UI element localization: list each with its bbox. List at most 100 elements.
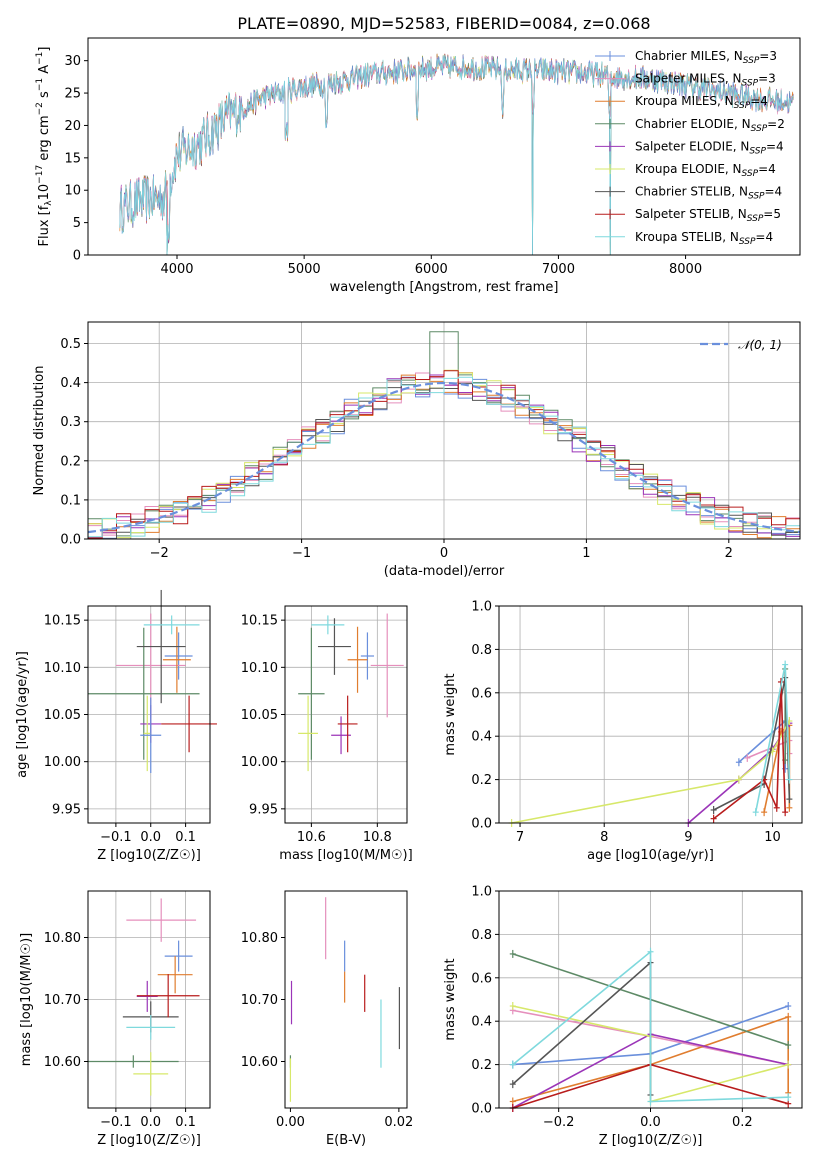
mass-vs-ebv-panel: 0.00 0.02 10.60 10.70 10.80 E(B-V) [241, 890, 413, 1148]
y-tick-label: 9.95 [249, 802, 278, 817]
y-tick-label: 0.0 [471, 1102, 492, 1117]
spectrum-line [119, 55, 794, 256]
weight-series-line [512, 1015, 789, 1103]
y-axis-label: mass weight [443, 673, 458, 755]
y-tick-label: 10.10 [241, 661, 278, 676]
y-tick-label: 0.6 [471, 686, 492, 701]
x-tick-label: 0.1 [175, 1115, 196, 1130]
x-tick-label: 9 [684, 830, 692, 845]
weight-series-line [713, 681, 786, 820]
axes-frame [87, 890, 211, 1109]
age-vs-mass-panel: 10.6 10.8 9.95 10.00 10.05 10.10 10.15 mass [lo… [241, 605, 413, 863]
x-tick-label: −0.2 [543, 1115, 575, 1130]
histogram-series [88, 376, 800, 538]
y-axis-label: mass [log10(M/M☉)] [19, 933, 34, 1066]
y-tick-label: 5 [73, 216, 81, 231]
legend-label: Kroupa ELODIE, NSSP=4 [635, 162, 776, 179]
y-axis-label: age [log10(age/yr)] [15, 651, 30, 778]
y-tick-label: 10.10 [44, 661, 81, 676]
y-tick-label: 1.0 [471, 600, 492, 615]
x-tick-label: 0.00 [276, 1115, 305, 1130]
y-tick-label: 0.2 [60, 454, 81, 469]
y-tick-label: 0.2 [471, 1058, 492, 1073]
y-tick-label: 0.0 [471, 817, 492, 832]
y-tick-label: 10.70 [44, 993, 81, 1008]
x-tick-label: 0 [440, 546, 448, 561]
y-tick-label: 10.60 [241, 1055, 278, 1070]
axes-frame [284, 890, 408, 1109]
legend-label: Salpeter MILES, NSSP=3 [635, 72, 776, 89]
y-tick-label: 0.5 [60, 337, 81, 352]
x-tick-label: 0.0 [140, 1115, 161, 1130]
x-axis-label: wavelength [Angstrom, rest frame] [330, 280, 559, 295]
y-tick-label: 25 [64, 87, 81, 102]
y-tick-label: 10.05 [241, 708, 278, 723]
weight-series-line [511, 720, 791, 824]
x-tick-label: −0.1 [100, 830, 132, 845]
x-tick-label: 7000 [542, 262, 575, 277]
y-axis-label: Flux [fλ10−17 erg cm−2 s−1 A−1] [35, 47, 54, 247]
x-tick-label: 0.0 [640, 1115, 661, 1130]
residuals-panel: −2 −1 0 1 2 0.0 0.1 0.2 0.3 0.4 0.5 (data-model)/er… [32, 321, 801, 579]
legend-label: Chabrier ELODIE, NSSP=2 [635, 117, 785, 134]
y-tick-label: 10.80 [241, 931, 278, 946]
y-tick-label: 10.15 [44, 614, 81, 629]
legend-label: Chabrier MILES, NSSP=3 [635, 49, 777, 66]
x-tick-label: 7 [516, 830, 524, 845]
y-axis-label: mass weight [443, 958, 458, 1040]
weight-series-line [512, 950, 789, 1103]
x-tick-label: 2 [725, 546, 733, 561]
axes-frame [87, 321, 801, 540]
age-vs-Z-panel: −0.1 0.0 0.1 9.95 10.00 10.05 10.10 10.15 Z [log… [15, 589, 217, 863]
x-tick-label: −0.1 [100, 1115, 132, 1130]
weight-series-line [512, 960, 652, 1095]
y-tick-label: 0.3 [60, 415, 81, 430]
y-tick-label: 0.4 [60, 376, 81, 391]
x-tick-label: 0.0 [140, 830, 161, 845]
y-tick-label: 10.05 [44, 708, 81, 723]
x-tick-label: −2 [150, 546, 169, 561]
x-axis-label: Z [log10(Z/Z☉)] [97, 848, 201, 863]
axes-frame [498, 890, 803, 1109]
mass-vs-Z-panel: −0.1 0.0 0.1 10.60 10.70 10.80 Z [log10(Z/Z☉)]… [19, 890, 211, 1148]
axes-frame [87, 605, 211, 824]
axes-frame [87, 37, 801, 256]
axes-frame [284, 605, 408, 824]
x-tick-label: −1 [292, 546, 311, 561]
x-axis-label: E(B-V) [326, 1133, 366, 1148]
y-tick-label: 0.1 [60, 493, 81, 508]
legend-label: Chabrier STELIB, NSSP=4 [635, 185, 782, 202]
y-tick-label: 0.2 [471, 773, 492, 788]
y-tick-label: 10.80 [44, 931, 81, 946]
x-tick-label: 0.1 [175, 830, 196, 845]
x-tick-label: 0.02 [384, 1115, 413, 1130]
x-tick-label: 0.2 [732, 1115, 753, 1130]
y-tick-label: 0.0 [60, 533, 81, 548]
x-tick-label: 6000 [415, 262, 448, 277]
x-tick-label: 10 [764, 830, 781, 845]
y-tick-label: 0.6 [471, 971, 492, 986]
y-axis-label: Normed distribution [32, 366, 47, 496]
y-tick-label: 9.95 [52, 802, 81, 817]
x-axis-label: Z [log10(Z/Z☉)] [599, 1133, 703, 1148]
axes-frame [498, 605, 803, 824]
y-tick-label: 1.0 [471, 885, 492, 900]
y-tick-label: 10 [64, 184, 81, 199]
x-tick-label: 5000 [288, 262, 321, 277]
y-tick-label: 0.8 [471, 928, 492, 943]
figure-title: PLATE=0890, MJD=52583, FIBERID=0084, z=0… [237, 14, 650, 33]
normal-reference-curve [87, 381, 801, 534]
x-tick-label: 10.8 [363, 830, 392, 845]
y-tick-label: 0 [73, 249, 81, 264]
x-axis-label: (data-model)/error [384, 564, 505, 579]
y-tick-label: 15 [64, 151, 81, 166]
legend-label: 𝒩(0, 1) [738, 338, 782, 352]
weight-vs-age-panel: 7 8 9 10 0.0 0.2 0.4 0.6 0.8 1.0 age [log10(age/yr… [443, 600, 803, 863]
x-tick-label: 4000 [160, 262, 193, 277]
legend-label: Kroupa STELIB, NSSP=4 [635, 230, 773, 247]
x-tick-label: 10.6 [297, 830, 326, 845]
y-tick-label: 10.00 [44, 755, 81, 770]
y-tick-label: 30 [64, 54, 81, 69]
y-tick-label: 0.4 [471, 1015, 492, 1030]
